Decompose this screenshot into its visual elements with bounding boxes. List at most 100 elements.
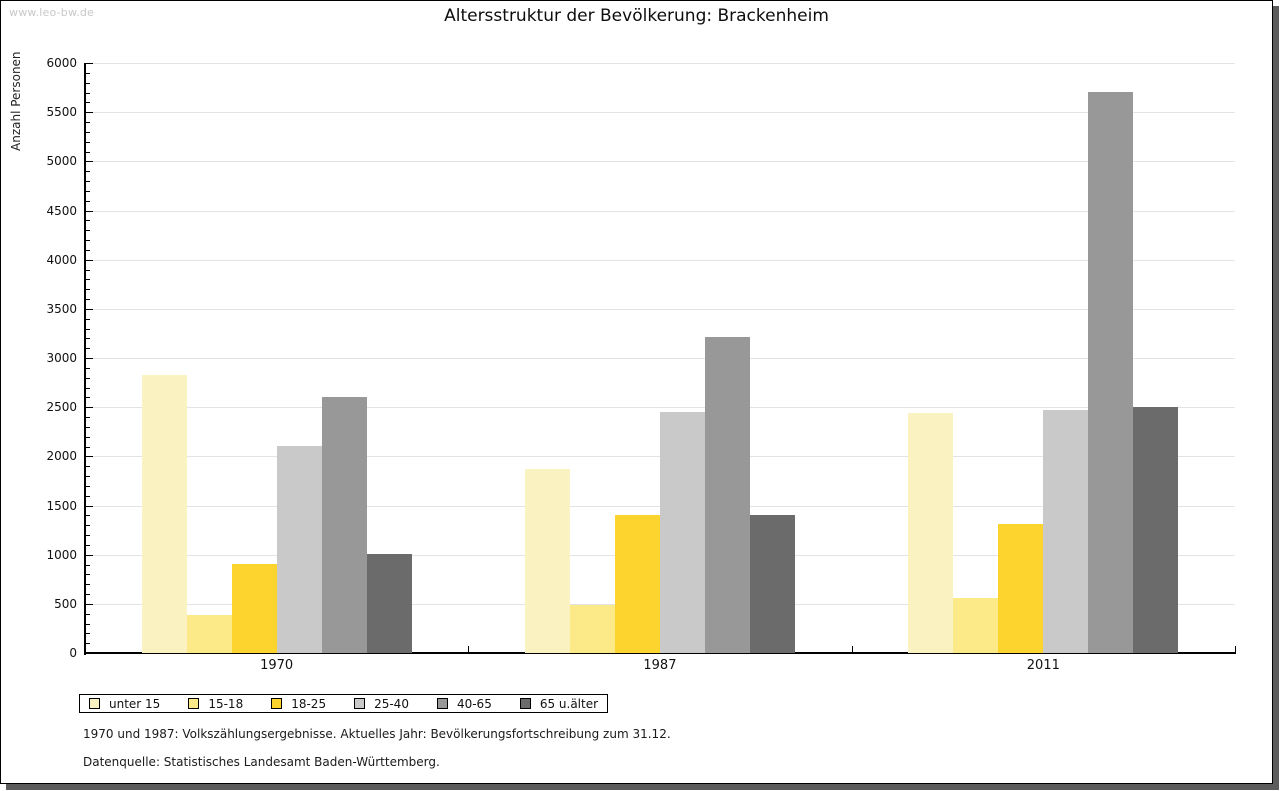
- x-boundary-tick: [851, 646, 853, 652]
- y-minor-tick: [86, 200, 90, 202]
- y-major-tick: [86, 456, 93, 458]
- y-minor-tick: [86, 584, 90, 586]
- y-minor-tick: [86, 92, 90, 94]
- gridline: [87, 63, 1235, 64]
- y-minor-tick: [86, 466, 90, 468]
- footnote-methodology: 1970 und 1987: Volkszählungsergebnisse. …: [83, 727, 671, 741]
- legend-entry: 15-18: [188, 697, 243, 711]
- y-minor-tick: [86, 613, 90, 615]
- y-minor-tick: [86, 82, 90, 84]
- x-boundary-tick: [85, 646, 86, 652]
- y-minor-tick: [86, 299, 90, 300]
- y-tick-label: 1000: [46, 547, 77, 562]
- y-major-tick: [86, 505, 93, 507]
- y-minor-tick: [86, 377, 90, 379]
- legend-label: 40-65: [456, 696, 492, 711]
- y-minor-tick: [86, 131, 90, 133]
- gridline: [87, 407, 1235, 409]
- bar: [321, 397, 367, 653]
- y-tick-label: 1500: [46, 498, 77, 513]
- y-minor-tick: [86, 574, 90, 576]
- bar: [141, 375, 187, 653]
- legend-swatch: [519, 698, 531, 709]
- legend-entry: 40-65: [436, 696, 492, 711]
- gridline: [87, 259, 1235, 261]
- legend-entry: unter 15: [89, 697, 160, 711]
- bar: [366, 554, 412, 653]
- bar: [908, 413, 954, 653]
- legend-swatch: [271, 698, 283, 709]
- y-minor-tick: [86, 289, 90, 291]
- gridline: [87, 308, 1235, 310]
- y-minor-tick: [86, 476, 90, 477]
- legend-entry: 18-25: [271, 697, 326, 711]
- bar: [276, 446, 322, 653]
- bar: [750, 515, 795, 653]
- x-category-label: 1987: [643, 658, 677, 673]
- y-tick-label: 0: [69, 646, 77, 660]
- bar: [186, 615, 232, 653]
- y-tick-label: 2500: [46, 400, 77, 415]
- y-tick-label: 2000: [46, 449, 77, 464]
- y-minor-tick: [86, 397, 90, 399]
- legend: unter 15 15-18 18-25 25-40 40-65 65 u.älter: [79, 694, 609, 713]
- legend-swatch: [89, 698, 100, 709]
- chart-title: Altersstruktur der Bevölkerung: Brackenh…: [444, 6, 829, 26]
- footnote-source: Datenquelle: Statistisches Landesamt Bad…: [83, 755, 440, 769]
- x-axis-line: [84, 652, 1236, 654]
- y-tick-label: 3500: [46, 301, 77, 316]
- y-minor-tick: [86, 328, 90, 330]
- legend-label: 18-25: [291, 696, 327, 711]
- y-minor-tick: [86, 544, 90, 546]
- legend-entry: 25-40: [354, 697, 409, 711]
- y-minor-tick: [86, 426, 90, 428]
- y-minor-tick: [86, 594, 90, 595]
- y-minor-tick: [86, 564, 90, 566]
- y-minor-tick: [86, 279, 90, 281]
- y-minor-tick: [86, 151, 90, 153]
- y-major-tick: [86, 210, 93, 212]
- y-minor-tick: [86, 623, 90, 625]
- y-minor-tick: [86, 240, 90, 241]
- y-tick-label: 5000: [46, 154, 77, 169]
- x-boundary-tick: [468, 646, 470, 652]
- y-major-tick: [86, 161, 93, 163]
- y-major-tick: [86, 554, 93, 556]
- y-minor-tick: [86, 367, 90, 369]
- y-tick-label: 3000: [46, 351, 77, 365]
- y-tick-label: 6000: [46, 56, 77, 70]
- legend-label: 15-18: [208, 696, 244, 711]
- y-minor-tick: [86, 485, 90, 487]
- gridline: [87, 358, 1235, 359]
- bar: [998, 524, 1044, 653]
- y-tick-label: 500: [54, 596, 77, 611]
- watermark: www.leo-bw.de: [9, 6, 95, 19]
- x-boundary-tick: [1235, 646, 1236, 652]
- y-minor-tick: [86, 102, 90, 104]
- y-minor-tick: [86, 525, 90, 527]
- x-category-label: 1970: [260, 658, 294, 673]
- legend-swatch: [354, 698, 366, 709]
- y-minor-tick: [86, 318, 90, 320]
- bar: [660, 412, 705, 653]
- gridline: [87, 112, 1235, 114]
- y-minor-tick: [86, 387, 90, 389]
- legend-swatch: [436, 698, 448, 709]
- y-minor-tick: [86, 171, 90, 173]
- bar: [525, 469, 570, 653]
- bar: [570, 605, 615, 653]
- y-major-tick: [86, 63, 93, 64]
- gridline: [87, 161, 1235, 163]
- y-minor-tick: [86, 417, 90, 418]
- y-major-tick: [86, 603, 93, 605]
- bar: [953, 598, 999, 653]
- y-minor-tick: [86, 446, 90, 448]
- bar: [705, 337, 750, 653]
- y-tick-label: 5500: [46, 105, 77, 120]
- y-minor-tick: [86, 338, 90, 340]
- y-minor-tick: [86, 181, 90, 182]
- y-minor-tick: [86, 230, 90, 232]
- bar: [1043, 410, 1089, 653]
